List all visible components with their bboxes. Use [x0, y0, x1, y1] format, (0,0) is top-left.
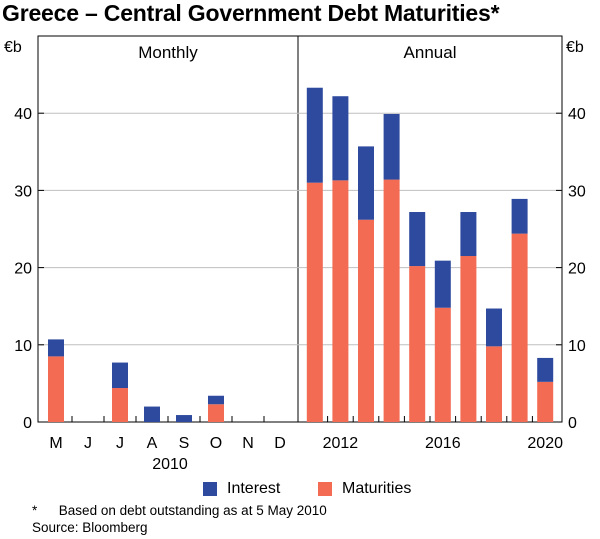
panel-title-monthly: Monthly — [138, 43, 198, 62]
annual-x-label: 2012 — [323, 435, 359, 452]
chart-title: Greece – Central Government Debt Maturit… — [2, 0, 500, 26]
annual-interest-bar — [460, 212, 477, 257]
monthly-interest-bar — [112, 362, 128, 389]
monthly-x-label: D — [274, 435, 286, 452]
legend-interest: Interest — [203, 480, 280, 498]
monthly-x-label: J — [84, 435, 92, 452]
legend-interest-label: Interest — [227, 480, 281, 497]
footnote-text: Based on debt outstanding as at 5 May 20… — [58, 503, 327, 518]
annual-maturities-bar — [511, 233, 528, 422]
legend-interest-swatch — [203, 482, 217, 496]
monthly-x-label: N — [242, 435, 254, 452]
annual-x-label: 2016 — [425, 435, 461, 452]
panel-title-annual: Annual — [404, 43, 457, 62]
annual-maturities-bar — [358, 219, 374, 422]
annual-maturities-bar — [383, 179, 400, 422]
annual-maturities-bar — [434, 307, 451, 422]
monthly-interest-bar — [144, 406, 160, 422]
annual-maturities-bar — [409, 266, 426, 422]
annual-interest-bar — [383, 113, 400, 180]
monthly-maturities-bar — [48, 356, 64, 422]
legend-maturities: Maturities — [318, 480, 411, 498]
monthly-x-label: M — [49, 435, 62, 452]
annual-x-label: 2020 — [527, 435, 563, 452]
y-unit-left: €b — [4, 39, 22, 56]
monthly-year-label: 2010 — [152, 456, 188, 473]
monthly-interest-bar — [176, 415, 192, 422]
y-tick-label-right: 30 — [568, 183, 586, 200]
annual-interest-bar — [537, 357, 554, 382]
monthly-maturities-bar — [208, 404, 224, 422]
footnote: * Based on debt outstanding as at 5 May … — [32, 503, 327, 518]
monthly-interest-bar — [48, 339, 64, 357]
annual-interest-bar — [511, 198, 528, 234]
y-tick-label-left: 20 — [14, 261, 32, 278]
y-tick-label-right: 0 — [568, 415, 577, 432]
annual-interest-bar — [358, 146, 374, 220]
y-tick-label-right: 10 — [568, 338, 586, 355]
y-unit-right: €b — [566, 39, 584, 56]
annual-maturities-bar — [460, 256, 477, 422]
annual-interest-bar — [434, 260, 451, 308]
monthly-maturities-bar — [112, 388, 128, 422]
annual-maturities-bar — [486, 346, 502, 422]
annual-interest-bar — [332, 96, 349, 181]
annual-maturities-bar — [537, 381, 554, 422]
y-tick-label-right: 40 — [568, 106, 586, 123]
y-tick-label-left: 30 — [14, 183, 32, 200]
annual-interest-bar — [486, 308, 502, 347]
source-note: Source: Bloomberg — [32, 520, 148, 535]
legend-maturities-swatch — [318, 482, 332, 496]
monthly-x-label: J — [116, 435, 124, 452]
annual-interest-bar — [306, 87, 323, 183]
annual-maturities-bar — [332, 180, 349, 422]
monthly-x-label: O — [210, 435, 222, 452]
monthly-x-label: A — [147, 435, 158, 452]
y-tick-label-left: 40 — [14, 106, 32, 123]
y-tick-label-right: 20 — [568, 261, 586, 278]
annual-interest-bar — [409, 212, 426, 267]
annual-maturities-bar — [306, 182, 323, 422]
y-tick-label-left: 0 — [23, 415, 32, 432]
y-tick-label-left: 10 — [14, 338, 32, 355]
plot-frame — [37, 35, 563, 423]
footnote-marker: * — [32, 503, 38, 518]
monthly-interest-bar — [208, 395, 224, 405]
legend-maturities-label: Maturities — [342, 480, 412, 497]
monthly-x-label: S — [179, 435, 190, 452]
